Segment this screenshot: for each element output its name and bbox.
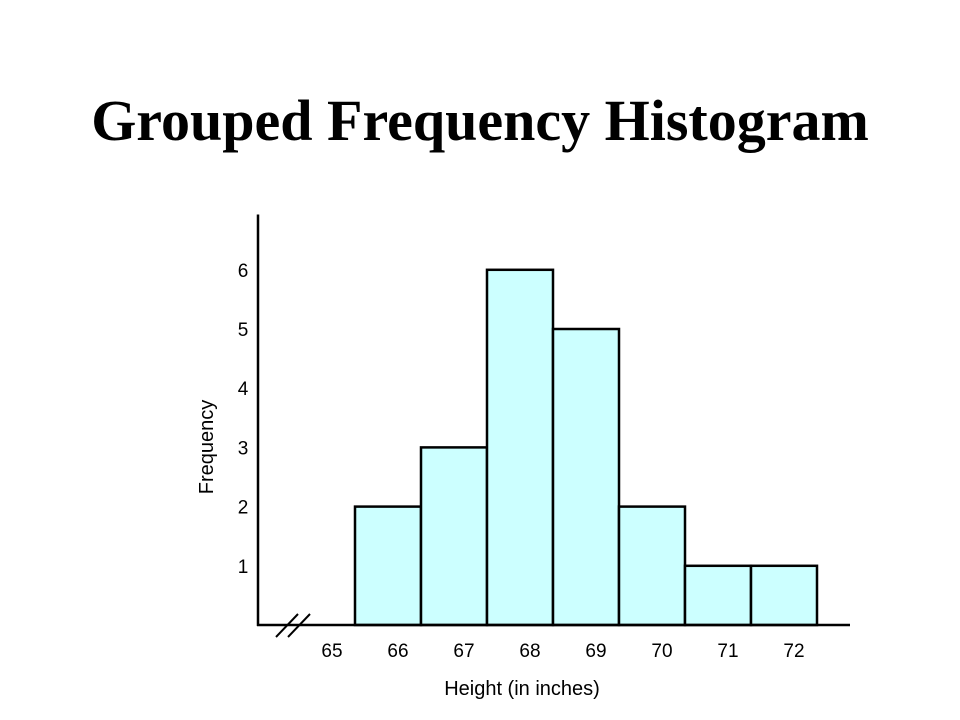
bar-71 [683,564,753,627]
bars-group [353,268,819,627]
y-tick-label: 2 [238,498,249,519]
y-tick-label: 1 [238,557,249,578]
axis-break-mark [275,613,299,638]
bar-67 [419,446,489,627]
y-tick-labels: 1 2 3 4 5 6 [238,261,249,578]
x-tick-label: 68 [519,641,540,662]
x-tick-label: 70 [651,641,672,662]
page-title: Grouped Frequency Histogram [91,88,869,153]
x-tick-label: 66 [387,641,408,662]
bar-66 [353,505,423,627]
x-tick-label: 72 [783,641,804,662]
x-tick-label: 69 [585,641,606,662]
bar-70 [617,505,687,627]
bar-69 [551,327,621,627]
y-tick-label: 3 [238,438,249,459]
axis-break-mark [287,613,311,638]
y-axis-title: Frequency [196,400,218,495]
x-tick-label: 67 [453,641,474,662]
y-tick-label: 4 [238,379,249,400]
x-tick-label: 65 [321,641,342,662]
x-tick-labels: 65 66 67 68 69 70 71 72 [321,641,804,662]
y-tick-label: 5 [238,320,249,341]
bar-68 [485,268,555,627]
y-tick-label: 6 [238,261,249,282]
x-axis-title: Height (in inches) [444,678,600,700]
bar-72 [749,564,819,627]
axes-group [256,214,850,638]
x-tick-label: 71 [717,641,738,662]
